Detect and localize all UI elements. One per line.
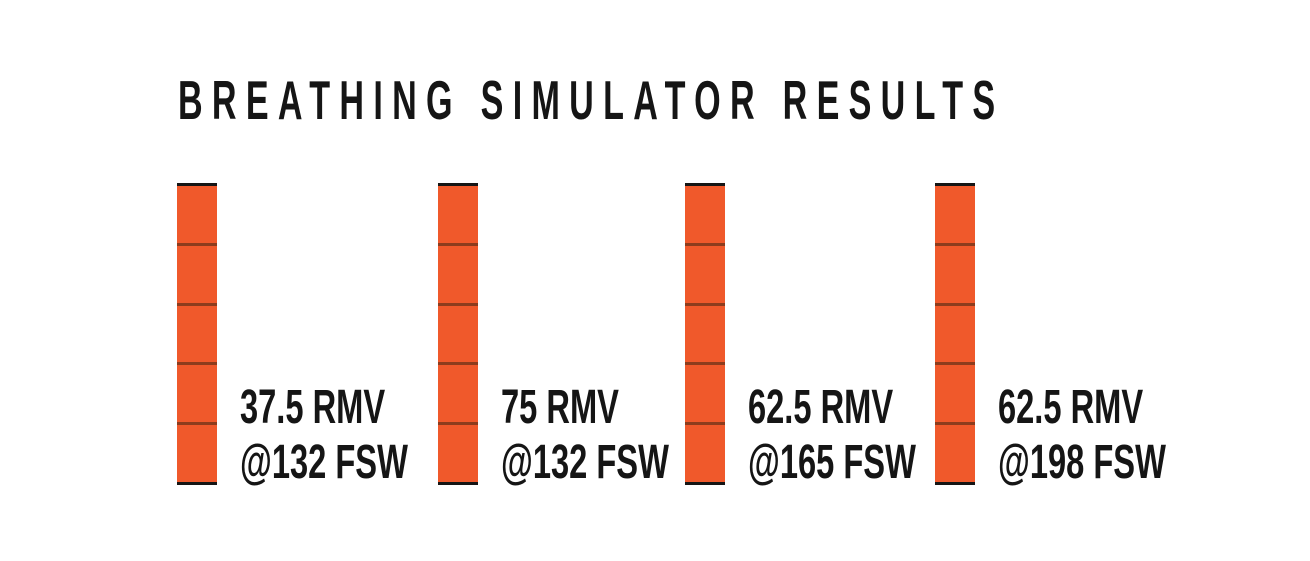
- bar-segment: [935, 425, 975, 482]
- bar-segment: [438, 246, 478, 306]
- bar-segment: [685, 306, 725, 366]
- bar-segment: [685, 246, 725, 306]
- bar-segment: [177, 425, 217, 482]
- bar-label-rmv: 75 RMV: [501, 381, 619, 434]
- bar-4: [935, 183, 975, 485]
- bar-segment: [685, 365, 725, 426]
- bar-segment: [438, 425, 478, 482]
- bar-label-depth: @198 FSW: [998, 436, 1166, 489]
- bar-segment: [935, 365, 975, 426]
- bar-3: [685, 183, 725, 485]
- bar-label-rmv: 62.5 RMV: [748, 381, 894, 434]
- bar-1: [177, 183, 217, 485]
- bar-segment: [438, 186, 478, 246]
- bar-segment: [935, 186, 975, 246]
- bar-segment: [685, 186, 725, 246]
- bar-label-3: 62.5 RMV @165 FSW: [748, 380, 916, 490]
- bar-2: [438, 183, 478, 485]
- bar-label-depth: @165 FSW: [748, 436, 916, 489]
- bar-group-1: 37.5 RMV @132 FSW: [177, 183, 487, 489]
- bar-group-3: 62.5 RMV @165 FSW: [685, 183, 995, 489]
- bar-segment: [438, 306, 478, 366]
- bar-segment: [177, 365, 217, 426]
- bar-segment: [685, 425, 725, 482]
- bar-label-4: 62.5 RMV @198 FSW: [998, 380, 1166, 490]
- bar-group-4: 62.5 RMV @198 FSW: [935, 183, 1245, 489]
- bar-segment: [438, 365, 478, 426]
- bar-label-rmv: 62.5 RMV: [998, 381, 1144, 434]
- bar-segment: [935, 306, 975, 366]
- bar-segment: [177, 186, 217, 246]
- bar-segment: [935, 246, 975, 306]
- bar-label-depth: @132 FSW: [240, 436, 408, 489]
- bar-group-2: 75 RMV @132 FSW: [438, 183, 748, 489]
- bar-label-depth: @132 FSW: [501, 436, 669, 489]
- chart-title: BREATHING SIMULATOR RESULTS: [178, 69, 1005, 131]
- bar-segment: [177, 246, 217, 306]
- bar-segment: [177, 306, 217, 366]
- bar-label-2: 75 RMV @132 FSW: [501, 380, 669, 490]
- bar-label-1: 37.5 RMV @132 FSW: [240, 380, 408, 490]
- bar-label-rmv: 37.5 RMV: [240, 381, 386, 434]
